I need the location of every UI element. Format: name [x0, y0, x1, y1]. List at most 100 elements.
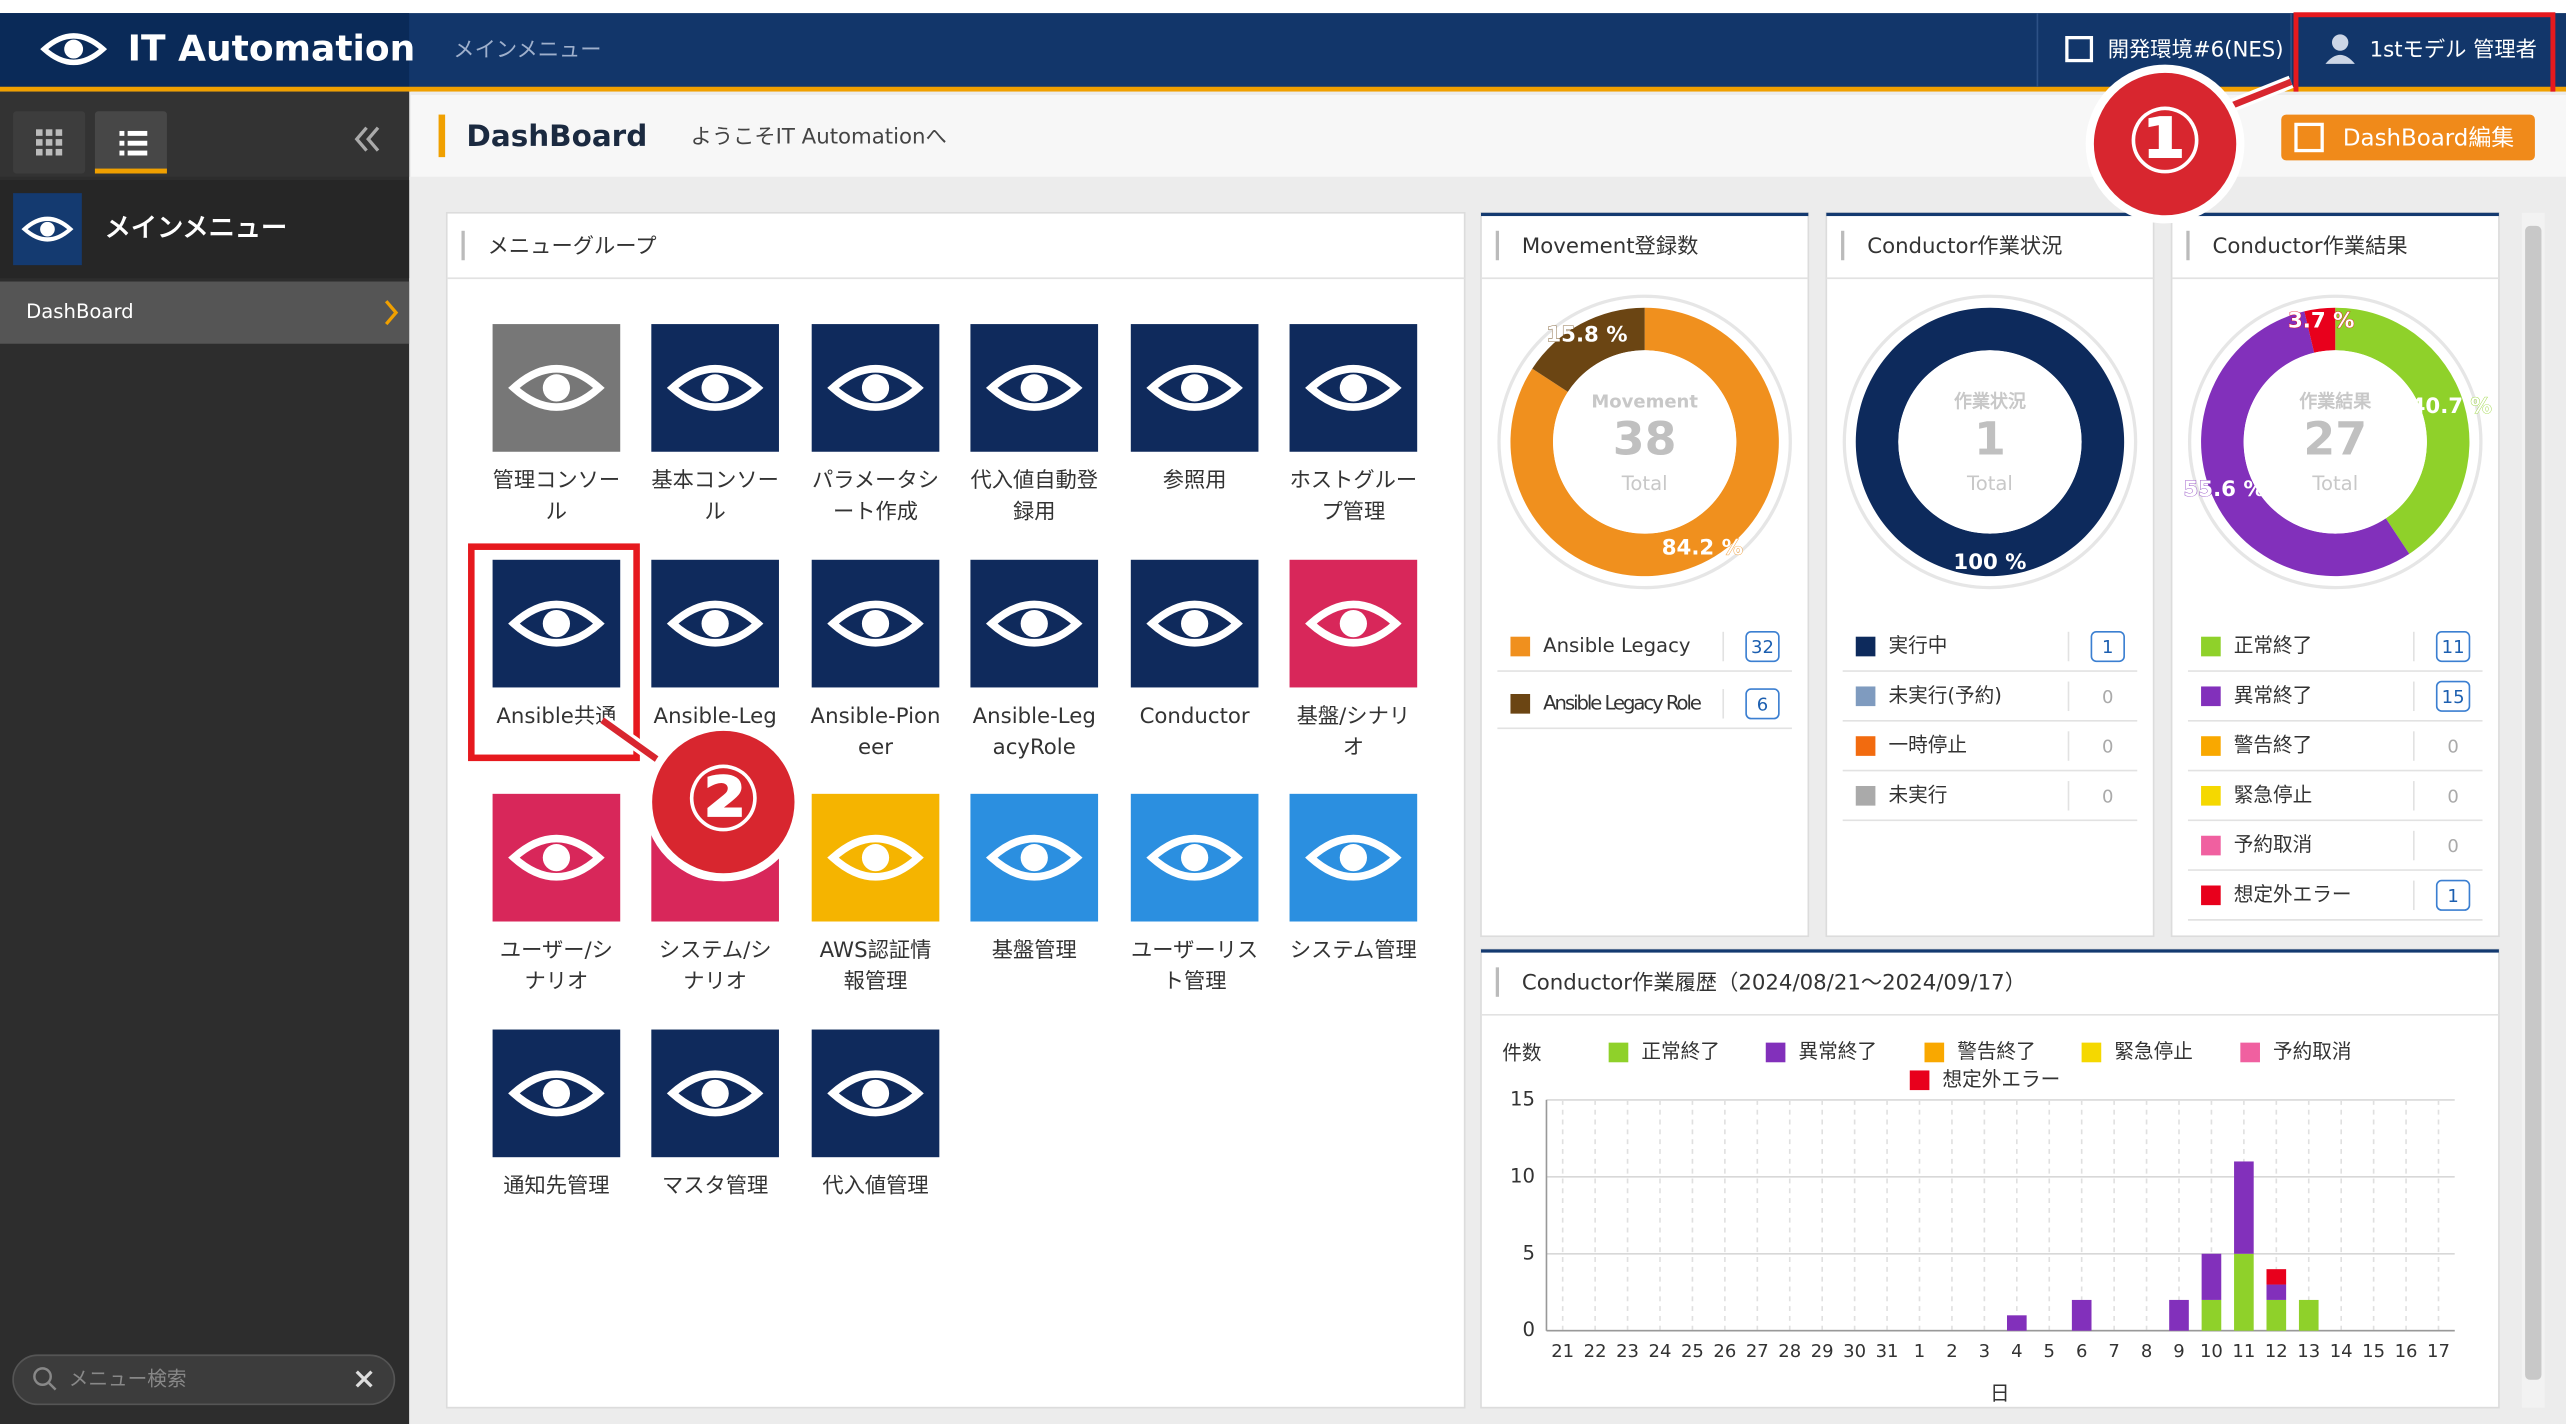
menu-label[interactable]: 録用	[1013, 499, 1056, 524]
menu-label[interactable]: ル	[546, 499, 567, 524]
bar	[2234, 1253, 2254, 1331]
panel-top	[1481, 212, 1809, 217]
legend-swatch	[1510, 636, 1531, 657]
icon-glyph	[1339, 374, 1367, 402]
legend-label: 予約取消	[2234, 833, 2312, 856]
menu-label[interactable]: ユーザー/シ	[500, 938, 613, 963]
panel-title: Conductor作業結果	[2213, 234, 2408, 259]
legend-label: 異常終了	[1798, 1040, 1876, 1063]
menu-label[interactable]: AWS認証情	[820, 938, 932, 963]
x-tick-label: 1	[1914, 1341, 1925, 1362]
menu-label[interactable]: ナリオ	[525, 969, 589, 994]
edit-button[interactable]	[2281, 114, 2535, 161]
icon-glyph	[827, 365, 924, 411]
percent-label: 84.2 %	[1662, 535, 1743, 560]
collapse-button[interactable]	[354, 126, 380, 152]
menu-label[interactable]: Ansible共通	[496, 704, 616, 729]
icon-glyph	[542, 844, 571, 872]
search-icon	[48, 1382, 57, 1391]
icon-glyph	[1146, 834, 1243, 881]
edit-button-label[interactable]: DashBoard編集	[2343, 126, 2514, 152]
menu-label[interactable]: マスタ管理	[662, 1174, 768, 1199]
menu-label[interactable]: Ansible-Pion	[811, 704, 941, 729]
menu-label[interactable]: ル	[705, 499, 726, 524]
menu-label[interactable]: システム/シ	[659, 938, 772, 963]
percent-label: 100 %	[1953, 550, 2026, 575]
menu-label[interactable]: ホストグルー	[1290, 468, 1418, 493]
top-strip	[0, 0, 2566, 14]
menu-label[interactable]: システム管理	[1290, 938, 1417, 963]
count: 0	[2102, 786, 2113, 807]
x-tick-label: 29	[1811, 1341, 1834, 1362]
menu-label[interactable]: オ	[1343, 735, 1364, 760]
percent-label: 3.7 %	[2288, 309, 2354, 334]
environment[interactable]: 開発環境#6(NES)	[2108, 38, 2284, 63]
x-tick-label: 28	[1778, 1341, 1801, 1362]
legend-swatch	[2201, 686, 2221, 707]
legend-label: 未実行	[1888, 783, 1947, 806]
menu-label[interactable]: Ansible-Leg	[973, 704, 1096, 729]
menu-label[interactable]: パラメータシ	[812, 468, 939, 493]
tab-glyph	[119, 140, 125, 146]
menu-label[interactable]: 管理コンソー	[493, 468, 621, 493]
x-tick-label: 7	[2108, 1341, 2119, 1362]
icon-glyph	[542, 609, 571, 638]
menu-label[interactable]: ユーザーリス	[1131, 938, 1258, 963]
icon-glyph	[701, 374, 729, 402]
icon-glyph	[542, 1079, 571, 1107]
icon-glyph	[1305, 600, 1402, 647]
icon-glyph	[861, 374, 890, 402]
scrollbar-thumb[interactable]	[2525, 225, 2542, 1380]
logo: IT Automation	[128, 29, 416, 70]
menu-label[interactable]: eer	[858, 735, 893, 760]
menu-label[interactable]: acyRole	[993, 735, 1076, 760]
sidebar-item[interactable]: DashBoard	[26, 300, 133, 323]
menu-label[interactable]: ナリオ	[683, 969, 747, 994]
icon-glyph	[508, 834, 605, 881]
donut-segment	[2335, 307, 2470, 554]
icon-glyph	[1146, 365, 1243, 411]
count: 0	[2102, 737, 2113, 758]
legend-swatch	[1855, 785, 1876, 806]
icon-glyph	[861, 609, 890, 638]
donut-center	[1898, 350, 2082, 534]
x-tick-label: 16	[2395, 1341, 2418, 1362]
menu-label[interactable]: 基盤/シナリ	[1297, 704, 1410, 729]
menu-label[interactable]: 通知先管理	[503, 1174, 609, 1199]
x-tick-label: 27	[1746, 1341, 1769, 1362]
menu-label[interactable]: プ管理	[1321, 499, 1385, 524]
menu-label[interactable]: 代入値自動登	[970, 468, 1098, 493]
x-tick-label: 14	[2330, 1341, 2353, 1362]
tab-glyph	[55, 139, 63, 146]
menu-label[interactable]: ート作成	[833, 499, 918, 524]
legend-label: 緊急停止	[2114, 1040, 2192, 1063]
icon-glyph	[666, 365, 764, 411]
menu-label[interactable]: 報管理	[844, 969, 908, 994]
menu-label[interactable]: 基盤管理	[992, 938, 1077, 963]
count: 0	[2447, 786, 2458, 807]
y-tick-label: 0	[1523, 1318, 1535, 1341]
x-tick-label: 4	[2011, 1341, 2022, 1362]
menu-label[interactable]: 代入値管理	[822, 1174, 928, 1199]
x-tick-label: 9	[2173, 1341, 2184, 1362]
menu-label[interactable]: 参照用	[1163, 468, 1227, 493]
x-tick-label: 23	[1616, 1341, 1639, 1362]
icon-glyph	[1339, 609, 1367, 638]
sidebar-item-bg[interactable]	[0, 281, 410, 344]
legend-label: 正常終了	[1641, 1040, 1719, 1063]
search-box[interactable]	[12, 1354, 396, 1406]
y-tick-label: 5	[1523, 1241, 1535, 1264]
legend-label: 一時停止	[1888, 734, 1966, 757]
icon-glyph	[1020, 609, 1048, 638]
count-badge	[2435, 630, 2471, 663]
menu-label[interactable]: Conductor	[1140, 704, 1250, 729]
menu-label[interactable]: ト管理	[1163, 969, 1227, 994]
center-label: 作業結果	[2299, 391, 2372, 413]
count: 15	[2442, 687, 2465, 708]
clear-button[interactable]	[355, 1370, 373, 1388]
x-tick-label: 5	[2044, 1341, 2055, 1362]
y-axis-label: 件数	[1502, 1042, 1542, 1065]
icon-glyph	[701, 1079, 729, 1107]
menu-label[interactable]: 基本コンソー	[651, 468, 779, 493]
